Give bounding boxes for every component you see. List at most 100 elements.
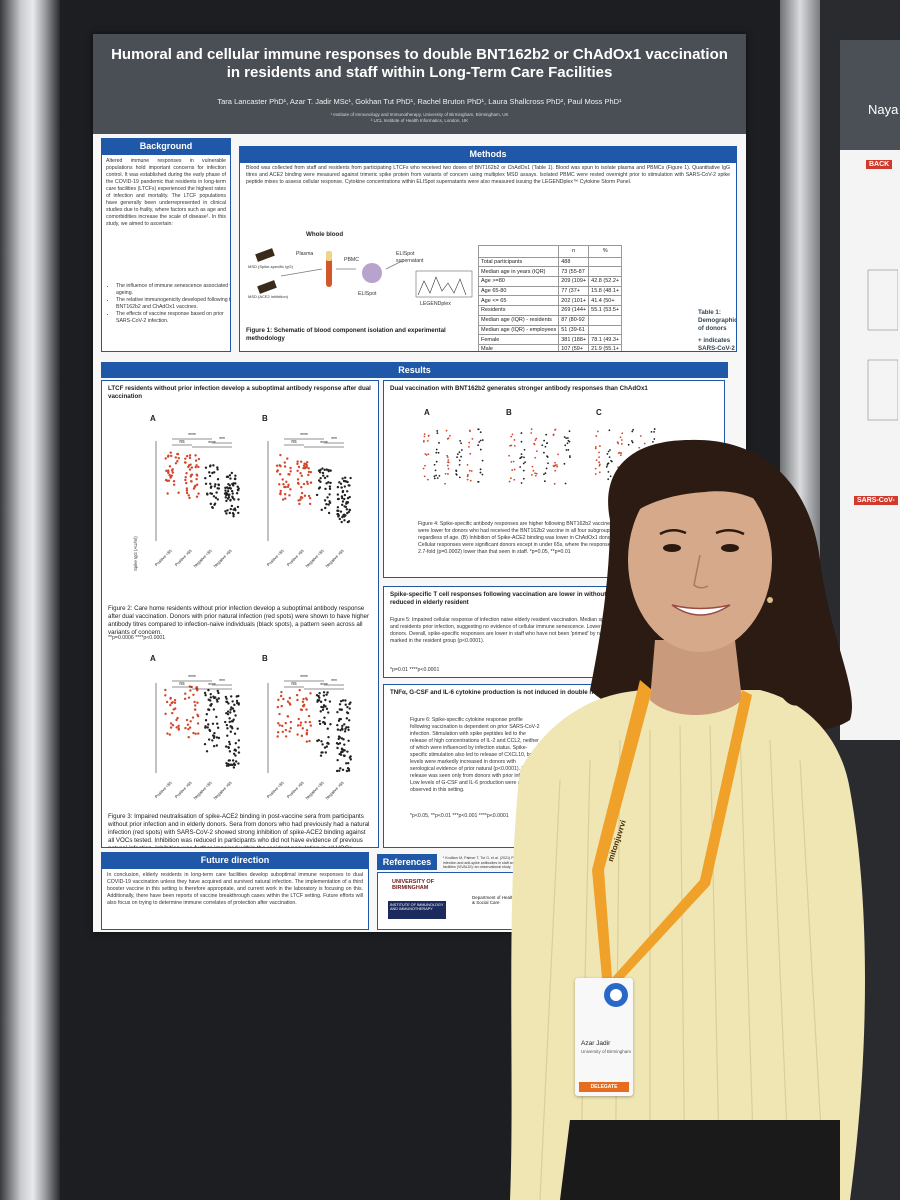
- figure-4-data-point: [595, 459, 598, 462]
- naive-data-point: [347, 769, 351, 772]
- infected-data-point: [169, 451, 172, 454]
- poster-title: Humoral and cellular immune responses to…: [111, 46, 728, 81]
- infected-data-point: [192, 487, 196, 490]
- naive-data-point: [207, 688, 210, 692]
- figure-4-data-point: [631, 440, 633, 442]
- infected-data-point: [303, 462, 306, 465]
- significance-label: ***: [219, 437, 225, 443]
- naive-data-point: [233, 498, 236, 501]
- infected-data-point: [305, 708, 308, 711]
- infected-data-point: [286, 700, 290, 703]
- figure-4-data-point: [650, 430, 653, 433]
- naive-data-point: [328, 487, 332, 491]
- infected-data-point: [174, 707, 177, 710]
- figure-4-data-point: [607, 478, 610, 481]
- infected-data-point: [197, 492, 200, 495]
- infected-data-point: [279, 453, 282, 457]
- figure-4-data-point: [567, 449, 570, 451]
- significance-label: ns: [291, 439, 297, 445]
- infected-data-point: [279, 694, 283, 698]
- infected-data-point: [177, 724, 180, 728]
- figure-4-data-point: [554, 428, 557, 431]
- infected-data-point: [278, 483, 281, 486]
- infected-data-point: [305, 698, 309, 701]
- figure-4-data-point: [555, 464, 558, 466]
- figure-4-data-point: [468, 429, 471, 432]
- naive-data-point: [230, 504, 234, 508]
- infected-data-point: [175, 726, 178, 729]
- naive-data-point: [325, 482, 328, 485]
- background-text: Altered immune responses in vulnerable p…: [106, 158, 226, 227]
- naive-data-point: [209, 464, 212, 467]
- naive-data-point: [216, 689, 219, 693]
- figure-4-data-point: [426, 439, 429, 442]
- infected-data-point: [277, 721, 280, 725]
- naive-data-point: [321, 471, 325, 475]
- naive-data-point: [211, 739, 214, 742]
- infected-data-point: [303, 703, 306, 707]
- figure-4-data-point: [546, 442, 548, 444]
- figure-4-data-point: [534, 474, 537, 477]
- panel-b-label: B: [262, 414, 268, 423]
- significance-label: ****: [320, 441, 328, 447]
- figure-4-data-point: [460, 455, 462, 458]
- figure-4-data-point: [534, 439, 537, 441]
- infected-data-point: [167, 479, 171, 482]
- figure-4-data-point: [598, 463, 601, 466]
- figure-4-data-point: [594, 467, 597, 470]
- naive-data-point: [322, 706, 325, 709]
- naive-data-point: [343, 519, 346, 522]
- naive-data-point: [320, 508, 323, 512]
- naive-data-point: [349, 758, 352, 761]
- naive-data-point: [341, 500, 345, 503]
- naive-data-point: [321, 708, 325, 712]
- figure-4-data-point: [435, 448, 438, 451]
- naive-data-point: [322, 691, 326, 694]
- naive-data-point: [216, 726, 220, 729]
- naive-data-point: [343, 485, 347, 488]
- naive-data-point: [328, 500, 331, 503]
- figure-4-data-point: [608, 456, 611, 459]
- naive-data-point: [206, 726, 209, 729]
- panel-b3-label: B: [506, 408, 512, 417]
- figure-4-data-point: [456, 456, 458, 459]
- naive-data-point: [338, 752, 341, 756]
- naive-data-point: [327, 481, 330, 484]
- infected-data-point: [296, 481, 300, 485]
- infected-data-point: [188, 456, 192, 460]
- naive-data-point: [216, 478, 220, 481]
- figure-4-data-point: [479, 439, 482, 442]
- infected-data-point: [168, 465, 172, 468]
- infected-data-point: [174, 456, 178, 459]
- figure-4-data-point: [520, 482, 523, 484]
- infected-data-point: [296, 469, 299, 472]
- naive-data-point: [346, 501, 350, 504]
- figure-4-data-point: [481, 459, 484, 462]
- naive-data-point: [229, 763, 232, 767]
- figure-4-data-point: [458, 459, 461, 462]
- figure-4-data-point: [564, 444, 567, 447]
- naive-data-point: [349, 755, 352, 758]
- naive-data-point: [324, 698, 327, 702]
- naive-data-point: [343, 749, 346, 752]
- naive-data-point: [204, 726, 207, 729]
- naive-data-point: [232, 709, 236, 712]
- background-heading: Background: [101, 138, 231, 154]
- naive-data-point: [204, 694, 207, 697]
- figure-4-data-point: [639, 435, 642, 437]
- naive-data-point: [339, 482, 343, 485]
- adjacent-poster-header: Naya: [840, 40, 900, 150]
- naive-data-point: [346, 705, 349, 709]
- naive-data-point: [225, 475, 229, 479]
- significance-label: ****: [188, 433, 196, 439]
- figure-4-data-point: [566, 437, 569, 439]
- infected-data-point: [164, 712, 167, 716]
- infected-data-point: [188, 468, 192, 471]
- figure-4-data-point: [594, 447, 597, 450]
- naive-data-point: [325, 745, 329, 748]
- figure-2-pvalues: **p=0.0006 ****p<0.0001: [108, 635, 166, 641]
- figure-4-data-point: [468, 441, 471, 444]
- naive-data-point: [337, 742, 340, 746]
- naive-data-point: [237, 746, 240, 749]
- figure-4-data-point: [520, 432, 523, 434]
